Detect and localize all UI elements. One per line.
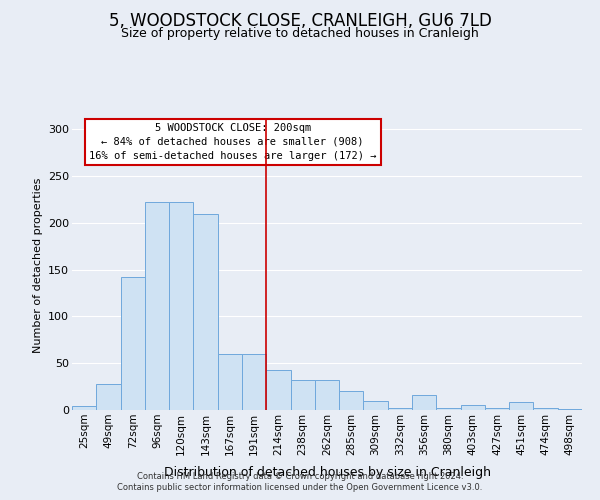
Bar	[121, 277, 145, 410]
Bar	[218, 354, 242, 410]
Bar	[169, 202, 193, 410]
Bar	[364, 400, 388, 410]
Text: Contains public sector information licensed under the Open Government Licence v3: Contains public sector information licen…	[118, 484, 482, 492]
Bar	[72, 406, 96, 410]
Bar	[145, 202, 169, 410]
Bar	[96, 384, 121, 410]
Bar	[339, 392, 364, 410]
Bar	[533, 408, 558, 410]
Y-axis label: Number of detached properties: Number of detached properties	[32, 178, 43, 352]
Bar	[315, 380, 339, 410]
Bar	[388, 408, 412, 410]
Text: 5, WOODSTOCK CLOSE, CRANLEIGH, GU6 7LD: 5, WOODSTOCK CLOSE, CRANLEIGH, GU6 7LD	[109, 12, 491, 30]
Text: Contains HM Land Registry data © Crown copyright and database right 2024.: Contains HM Land Registry data © Crown c…	[137, 472, 463, 481]
Bar	[412, 395, 436, 410]
Bar	[509, 402, 533, 410]
Bar	[193, 214, 218, 410]
Bar	[266, 370, 290, 410]
X-axis label: Distribution of detached houses by size in Cranleigh: Distribution of detached houses by size …	[163, 466, 491, 479]
Bar	[485, 408, 509, 410]
Bar	[290, 380, 315, 410]
Bar	[558, 409, 582, 410]
Bar	[461, 406, 485, 410]
Bar	[436, 408, 461, 410]
Text: 5 WOODSTOCK CLOSE: 200sqm
← 84% of detached houses are smaller (908)
16% of semi: 5 WOODSTOCK CLOSE: 200sqm ← 84% of detac…	[89, 123, 376, 161]
Bar	[242, 354, 266, 410]
Text: Size of property relative to detached houses in Cranleigh: Size of property relative to detached ho…	[121, 28, 479, 40]
